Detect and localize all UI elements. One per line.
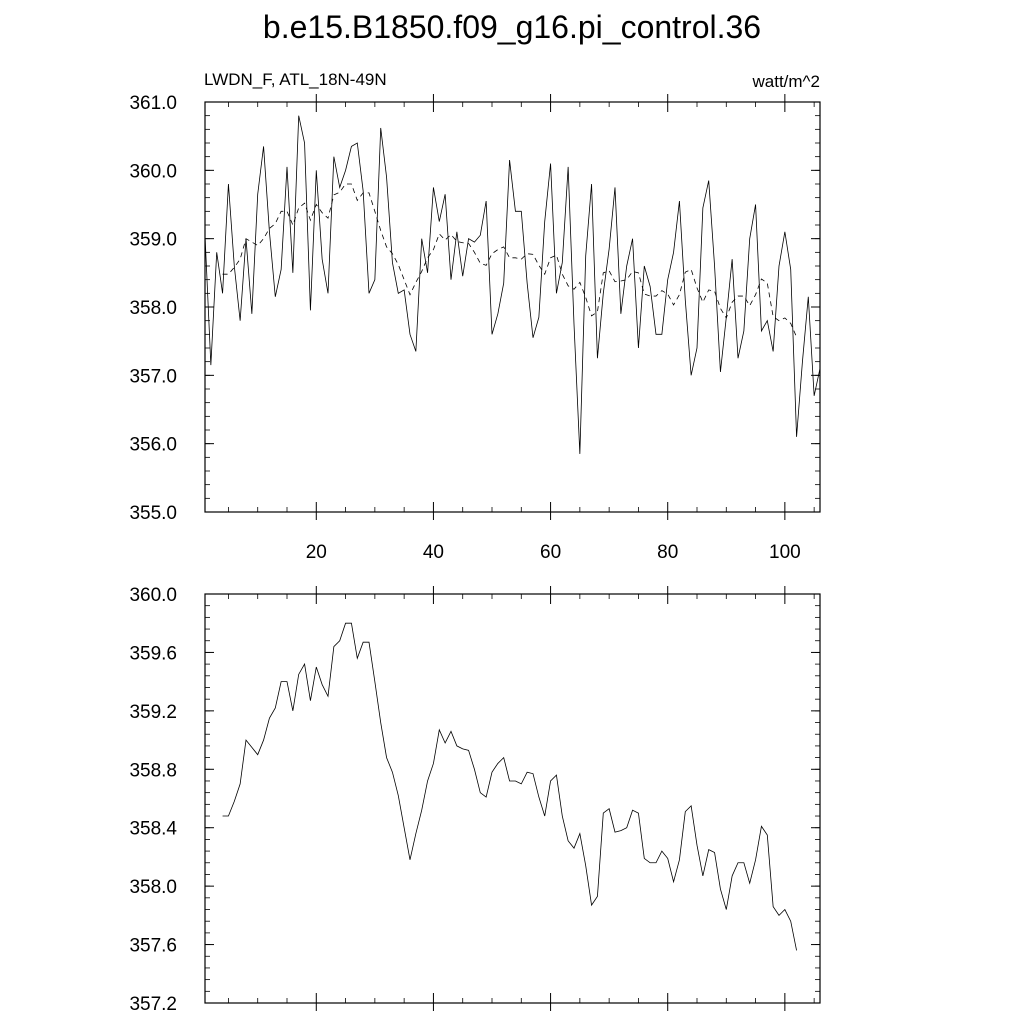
bottom-y-tick-label: 358.0: [129, 877, 177, 898]
top-x-tick-label: 40: [423, 542, 444, 563]
bottom-series: [222, 622, 797, 951]
top-x-tick-label: 80: [657, 542, 678, 563]
top-series-line: [204, 115, 821, 454]
top-y-tick-label: 357.0: [129, 366, 177, 387]
bottom-series-line: [222, 622, 797, 951]
top-y-tick-label: 360.0: [129, 161, 177, 182]
bottom-y-tick-label: 358.4: [129, 819, 177, 840]
bottom-y-tick-label: 357.6: [129, 936, 177, 957]
top-y-tick-label: 356.0: [129, 435, 177, 456]
top-ticks: 361.0 360.0 359.0 358.0 357.0 356.0 355.0 20 40 6…: [129, 93, 820, 563]
bottom-ticks: 360.0 359.6 359.2 358.8 358.4 358.0 357.6 357.2: [129, 585, 820, 1015]
top-y-tick-label: 361.0: [129, 93, 177, 114]
top-x-tick-label: 100: [769, 542, 801, 563]
top-series: [204, 115, 821, 454]
top-y-tick-label: 359.0: [129, 230, 177, 251]
top-y-tick-label: 355.0: [129, 503, 177, 524]
top-x-tick-label: 20: [306, 542, 327, 563]
top-panel: 361.0 360.0 359.0 358.0 357.0 356.0 355.0 20 40 6…: [129, 93, 821, 563]
top-series-running-mean-line: [222, 183, 797, 338]
units-label: watt/m^2: [752, 72, 821, 91]
bottom-y-tick-label: 357.2: [129, 994, 177, 1015]
bottom-y-tick-label: 359.2: [129, 702, 177, 723]
bottom-y-tick-label: 360.0: [129, 585, 177, 606]
bottom-y-tick-label: 358.8: [129, 760, 177, 781]
top-y-tick-label: 358.0: [129, 298, 177, 319]
variable-region-label: LWDN_F, ATL_18N-49N: [204, 70, 387, 89]
figure-title: b.e15.B1850.f09_g16.pi_control.36: [263, 9, 761, 45]
top-x-tick-label: 60: [540, 542, 561, 563]
bottom-y-tick-label: 359.6: [129, 643, 177, 664]
bottom-panel: 360.0 359.6 359.2 358.8 358.4 358.0 357.6 357.2: [129, 585, 821, 1015]
bottom-plot-frame: [204, 593, 821, 1004]
